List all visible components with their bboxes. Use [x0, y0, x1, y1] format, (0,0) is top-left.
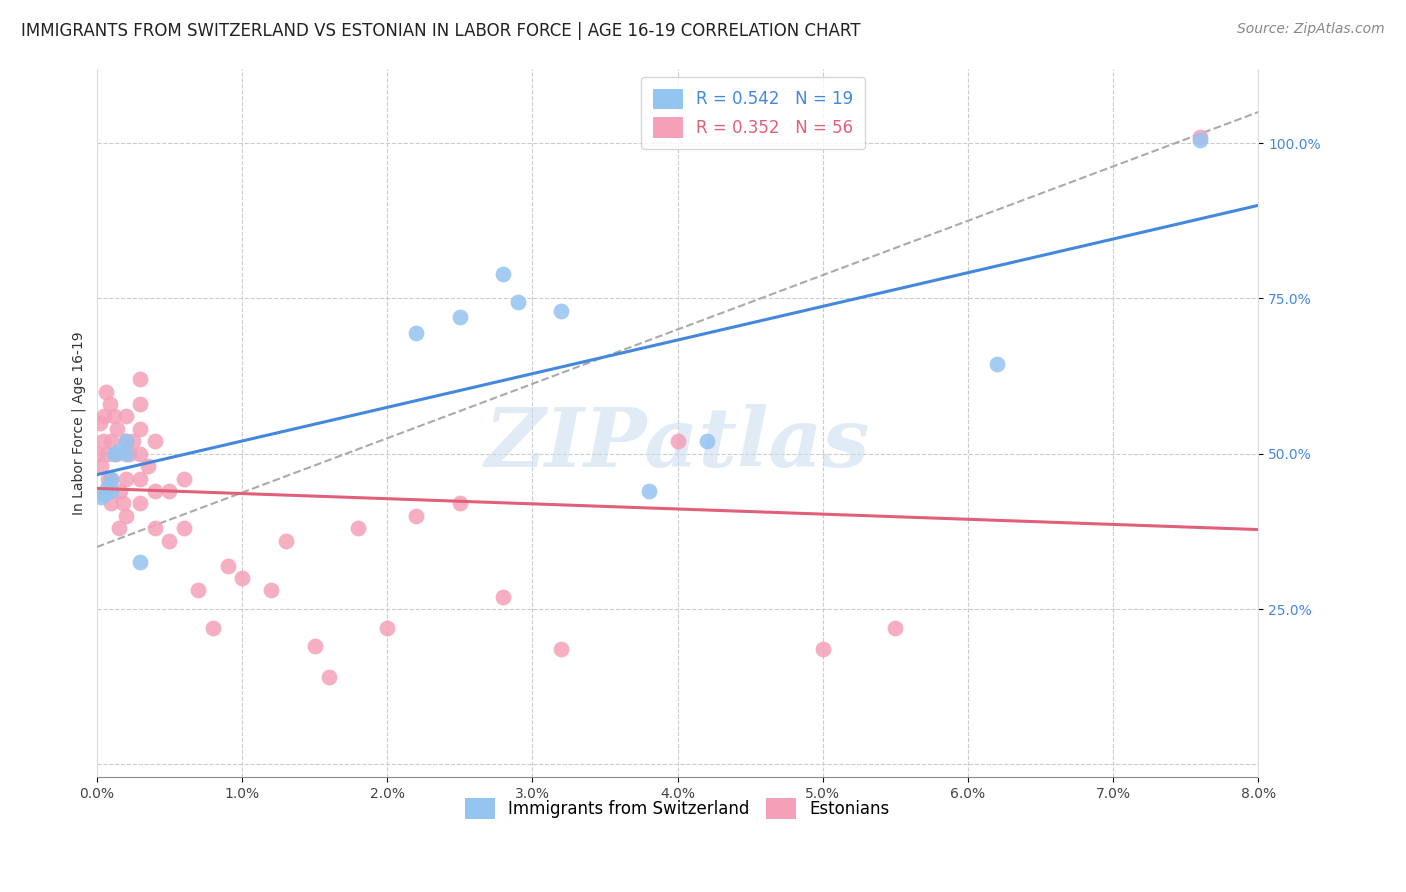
Point [884, 621, 907, 635]
Point [103, 409, 125, 424]
Point [159, 533, 181, 548]
Point [94, 384, 117, 399]
Point [100, 434, 122, 449]
Point [91, 434, 114, 449]
Point [375, 621, 398, 635]
Point [129, 422, 152, 436]
Point [811, 642, 834, 657]
Point [100, 472, 122, 486]
Point [107, 443, 129, 458]
Point [97, 472, 120, 486]
Point [506, 294, 529, 309]
Point [118, 447, 141, 461]
Point [89, 416, 111, 430]
Point [143, 483, 166, 498]
Point [129, 372, 152, 386]
Point [136, 459, 159, 474]
Point [550, 303, 572, 318]
Point [304, 640, 326, 654]
Point [103, 447, 125, 461]
Point [274, 533, 297, 548]
Point [260, 583, 283, 598]
Point [115, 508, 138, 523]
Point [129, 447, 152, 461]
Point [104, 447, 127, 461]
Point [550, 642, 572, 657]
Text: IMMIGRANTS FROM SWITZERLAND VS ESTONIAN IN LABOR FORCE | AGE 16-19 CORRELATION C: IMMIGRANTS FROM SWITZERLAND VS ESTONIAN … [21, 22, 860, 40]
Point [492, 267, 515, 281]
Point [986, 357, 1008, 371]
Point [1189, 129, 1212, 144]
Point [159, 483, 181, 498]
Point [187, 583, 209, 598]
Point [666, 434, 689, 449]
Point [100, 483, 122, 498]
Point [129, 472, 152, 486]
Point [1189, 133, 1212, 147]
Point [231, 571, 253, 585]
Point [492, 590, 515, 604]
Point [115, 472, 138, 486]
Point [173, 521, 195, 535]
Point [449, 496, 471, 510]
Y-axis label: In Labor Force | Age 16-19: In Labor Force | Age 16-19 [72, 331, 86, 515]
Point [90, 490, 112, 504]
Point [90, 459, 112, 474]
Point [129, 496, 152, 510]
Point [201, 621, 224, 635]
Point [449, 310, 471, 324]
Point [637, 483, 659, 498]
Point [173, 472, 195, 486]
Point [93, 409, 115, 424]
Point [129, 397, 152, 411]
Point [96, 481, 118, 495]
Point [129, 556, 152, 570]
Legend: Immigrants from Switzerland, Estonians: Immigrants from Switzerland, Estonians [458, 791, 897, 825]
Point [143, 434, 166, 449]
Point [405, 326, 427, 340]
Point [115, 447, 138, 461]
Point [217, 558, 239, 573]
Point [107, 521, 129, 535]
Point [100, 472, 122, 486]
Point [347, 521, 370, 535]
Point [111, 496, 134, 510]
Point [405, 508, 427, 523]
Point [105, 422, 128, 436]
Text: Source: ZipAtlas.com: Source: ZipAtlas.com [1237, 22, 1385, 37]
Point [115, 434, 138, 449]
Point [318, 670, 340, 684]
Point [122, 434, 145, 449]
Point [115, 409, 138, 424]
Point [108, 483, 131, 498]
Point [96, 447, 118, 461]
Point [115, 434, 138, 449]
Point [98, 397, 121, 411]
Point [143, 521, 166, 535]
Point [93, 487, 115, 501]
Point [87, 447, 110, 461]
Point [696, 434, 718, 449]
Text: ZIPatlas: ZIPatlas [485, 404, 870, 484]
Point [100, 496, 122, 510]
